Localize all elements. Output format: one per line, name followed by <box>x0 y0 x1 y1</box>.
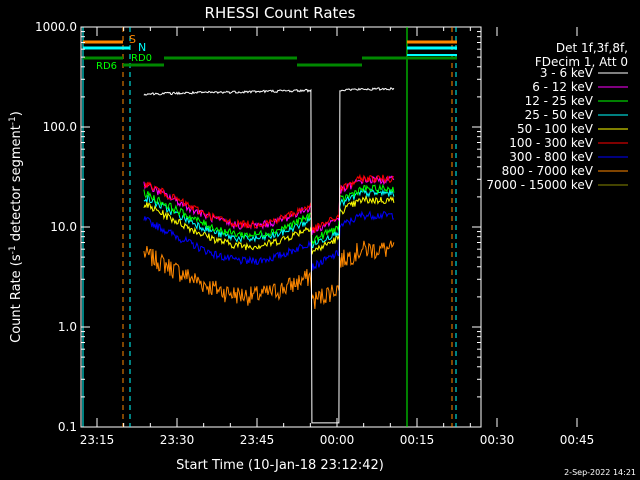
y-axis-label-start: Count Rate (s <box>9 254 24 343</box>
y-tick-label: 0.1 <box>58 420 77 434</box>
y-axis-label: Count Rate (s-1 detector segment-1) <box>8 111 24 343</box>
flag-label-n: N <box>138 41 146 54</box>
plot-frame <box>80 26 482 428</box>
series-line-3 <box>143 188 395 249</box>
flag-label-rd0: RD0 <box>131 53 152 64</box>
y-axis-label-sup1: -1 <box>8 245 18 254</box>
legend-label-8: 7000 - 15000 keV <box>486 178 593 192</box>
series-line-7 <box>143 240 395 309</box>
legend-label-5: 100 - 300 keV <box>509 136 593 150</box>
x-tick-label: 23:45 <box>240 433 275 447</box>
x-tick-label: 00:45 <box>560 433 595 447</box>
legend-label-6: 300 - 800 keV <box>509 150 593 164</box>
x-axis-label: Start Time (10-Jan-18 23:12:42) <box>176 458 384 473</box>
y-axis-label-sup2: -1 <box>8 116 18 125</box>
y-axis-label-mid: detector segment <box>9 125 24 245</box>
legend-header-1: Det 1f,3f,8f, <box>556 41 628 55</box>
legend-label-0: 3 - 6 keV <box>540 66 594 80</box>
y-tick-label: 10.0 <box>50 220 77 234</box>
chart-title: RHESSI Count Rates <box>205 4 356 22</box>
flag-label-s: S <box>129 33 136 46</box>
y-tick-label: 1000.0 <box>35 20 77 34</box>
series-line-0 <box>143 87 395 424</box>
x-tick-label: 00:15 <box>400 433 435 447</box>
x-tick-label: 00:00 <box>320 433 355 447</box>
y-axis-label-end: ) <box>9 111 24 116</box>
series-line-2 <box>143 183 395 245</box>
flag-label-rd6: RD6 <box>96 61 117 72</box>
y-tick-label: 1.0 <box>58 320 77 334</box>
legend-label-1: 6 - 12 keV <box>532 80 594 94</box>
legend-label-2: 12 - 25 keV <box>525 94 594 108</box>
x-tick-label: 23:30 <box>160 433 195 447</box>
legend-header-2: FDecim 1, Att 0 <box>535 55 628 69</box>
legend-label-3: 25 - 50 keV <box>525 108 594 122</box>
series-line-5 <box>143 173 394 233</box>
x-tick-label: 23:15 <box>80 433 115 447</box>
y-tick-label: 100.0 <box>43 120 77 134</box>
legend-label-4: 50 - 100 keV <box>517 122 594 136</box>
footer-timestamp: 2-Sep-2022 14:21 <box>564 468 636 477</box>
x-tick-label: 00:30 <box>480 433 515 447</box>
series-line-6 <box>143 210 394 271</box>
legend-label-7: 800 - 7000 keV <box>502 164 594 178</box>
series-line-4 <box>143 195 395 255</box>
y-axis: 0.1 1.0 10.0 100.0 1000.0 <box>35 20 481 434</box>
x-axis: 23:15 23:30 23:45 00:00 00:15 00:30 00:45 <box>80 27 595 447</box>
series-lines <box>143 87 395 424</box>
